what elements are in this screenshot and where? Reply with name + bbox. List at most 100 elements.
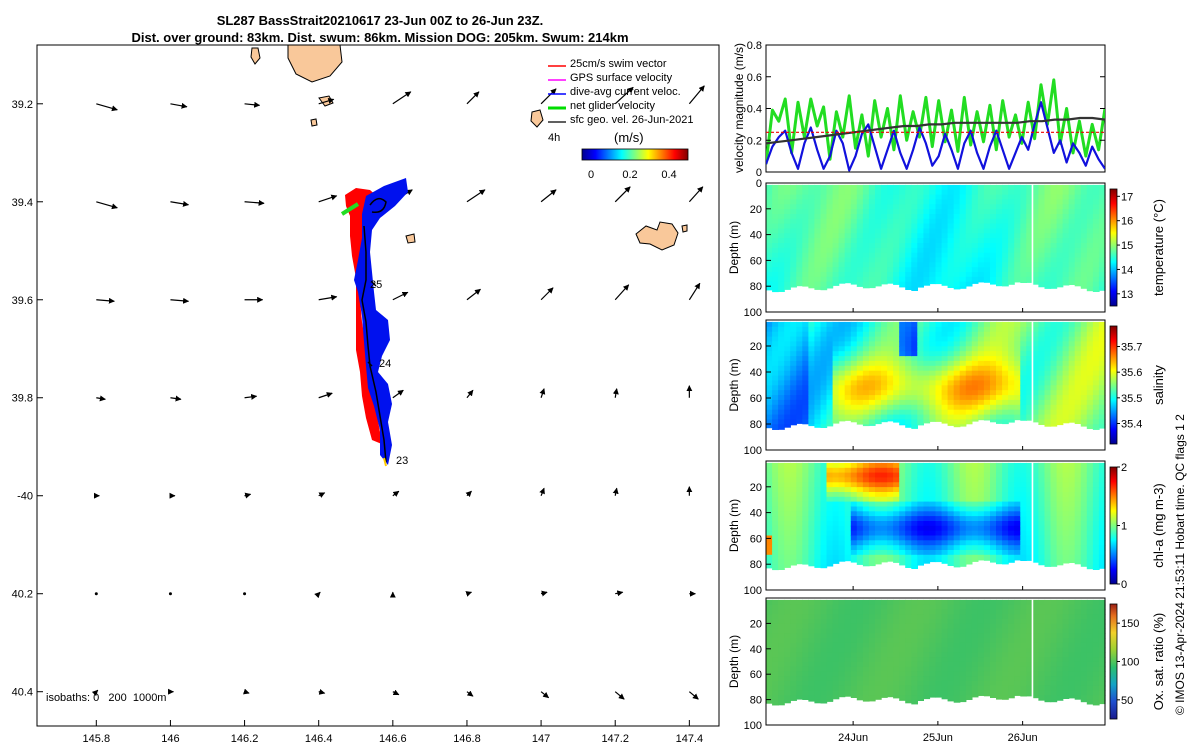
section-cell <box>953 511 961 517</box>
section-cell <box>929 267 937 273</box>
section-cell <box>983 238 991 244</box>
section-cell <box>1068 695 1076 699</box>
section-cell <box>856 194 864 200</box>
section-cell <box>983 525 991 532</box>
section-cell <box>844 535 852 541</box>
section-cell <box>1050 501 1058 507</box>
section-cell <box>1092 243 1100 249</box>
section-cell <box>899 395 906 401</box>
section-cell <box>838 657 846 663</box>
section-cell <box>820 399 828 406</box>
section-cell <box>923 390 931 396</box>
section-cell <box>1032 604 1040 611</box>
section-cell <box>990 657 997 663</box>
geostrophic-vector <box>392 291 409 301</box>
section-cell <box>996 545 1003 551</box>
section-cell <box>983 341 991 347</box>
section-cell <box>929 462 937 469</box>
section-cell <box>856 680 864 687</box>
section-cell <box>965 276 973 283</box>
section-cell <box>959 360 967 367</box>
section-cell <box>1044 604 1052 611</box>
section-cell <box>778 395 785 401</box>
section-cell <box>778 633 785 639</box>
section-cell <box>1026 356 1033 362</box>
section-cell <box>838 184 846 191</box>
section-cell <box>1092 365 1100 372</box>
section-cell <box>1062 238 1070 244</box>
section-cell <box>1050 385 1058 391</box>
section-cell <box>862 267 870 273</box>
section-cell <box>917 482 924 488</box>
section-cell <box>887 365 894 372</box>
section-cell <box>832 404 840 411</box>
section-cell <box>1050 360 1058 367</box>
section-cell <box>1056 346 1064 352</box>
section-cell <box>868 189 876 196</box>
section-cell <box>1002 487 1009 493</box>
section-cell <box>911 695 918 701</box>
section-cell <box>1056 341 1064 347</box>
section-cell <box>971 550 979 556</box>
section-cell <box>778 281 785 288</box>
section-cell <box>784 321 791 328</box>
section-cell <box>1008 209 1015 215</box>
section-cell <box>923 642 931 649</box>
section-cell <box>790 628 797 634</box>
section-cell <box>1038 506 1046 512</box>
section-cell <box>790 228 797 234</box>
section-cell <box>802 419 809 425</box>
section-cell <box>1092 276 1100 283</box>
section-cell <box>796 695 803 700</box>
section-cell <box>971 521 979 527</box>
section-cell <box>947 390 955 396</box>
section-cell <box>953 604 961 611</box>
section-cell <box>772 390 779 396</box>
section-cell <box>875 516 882 522</box>
section-cell <box>990 267 997 273</box>
section-cell <box>1038 243 1046 249</box>
section-cell <box>838 554 846 561</box>
section-cell <box>1020 685 1027 691</box>
section-cell <box>844 262 852 268</box>
section-cell <box>808 690 816 696</box>
section-cell <box>868 535 876 541</box>
section-cell <box>862 184 870 191</box>
section-cell <box>1080 189 1088 196</box>
section-cell <box>808 199 816 205</box>
section-cell <box>778 223 785 229</box>
section-cell <box>1074 365 1082 372</box>
section-cell <box>796 409 803 416</box>
section-cell <box>1014 218 1021 225</box>
section-cell <box>911 346 918 352</box>
section-cell <box>1032 671 1040 677</box>
section-cell <box>826 360 834 367</box>
section-cell <box>959 194 967 200</box>
section-cell <box>1092 385 1100 391</box>
section-cell <box>941 482 949 488</box>
section-cell <box>1026 199 1033 205</box>
section-cell <box>1050 370 1058 377</box>
section-cell <box>850 228 858 234</box>
section-cell <box>941 360 949 367</box>
section-cell <box>1056 370 1064 377</box>
section-cell <box>893 336 900 343</box>
section-cell <box>1080 467 1088 474</box>
section-cell <box>1080 525 1088 532</box>
section-cell <box>941 375 949 382</box>
section-cell <box>826 218 834 225</box>
section-cell <box>887 199 894 205</box>
section-cell <box>905 638 912 644</box>
section-cell <box>935 638 943 644</box>
section-cell <box>790 199 797 205</box>
section-cell <box>887 680 894 687</box>
section-cell <box>941 550 949 556</box>
section-cell <box>778 642 785 649</box>
section-cell <box>947 525 955 532</box>
section-cell <box>923 336 931 343</box>
section-cell <box>1026 559 1033 561</box>
section-cell <box>881 184 888 191</box>
section-cell <box>935 419 943 422</box>
section-cell <box>826 365 834 372</box>
section-cell <box>808 414 816 421</box>
